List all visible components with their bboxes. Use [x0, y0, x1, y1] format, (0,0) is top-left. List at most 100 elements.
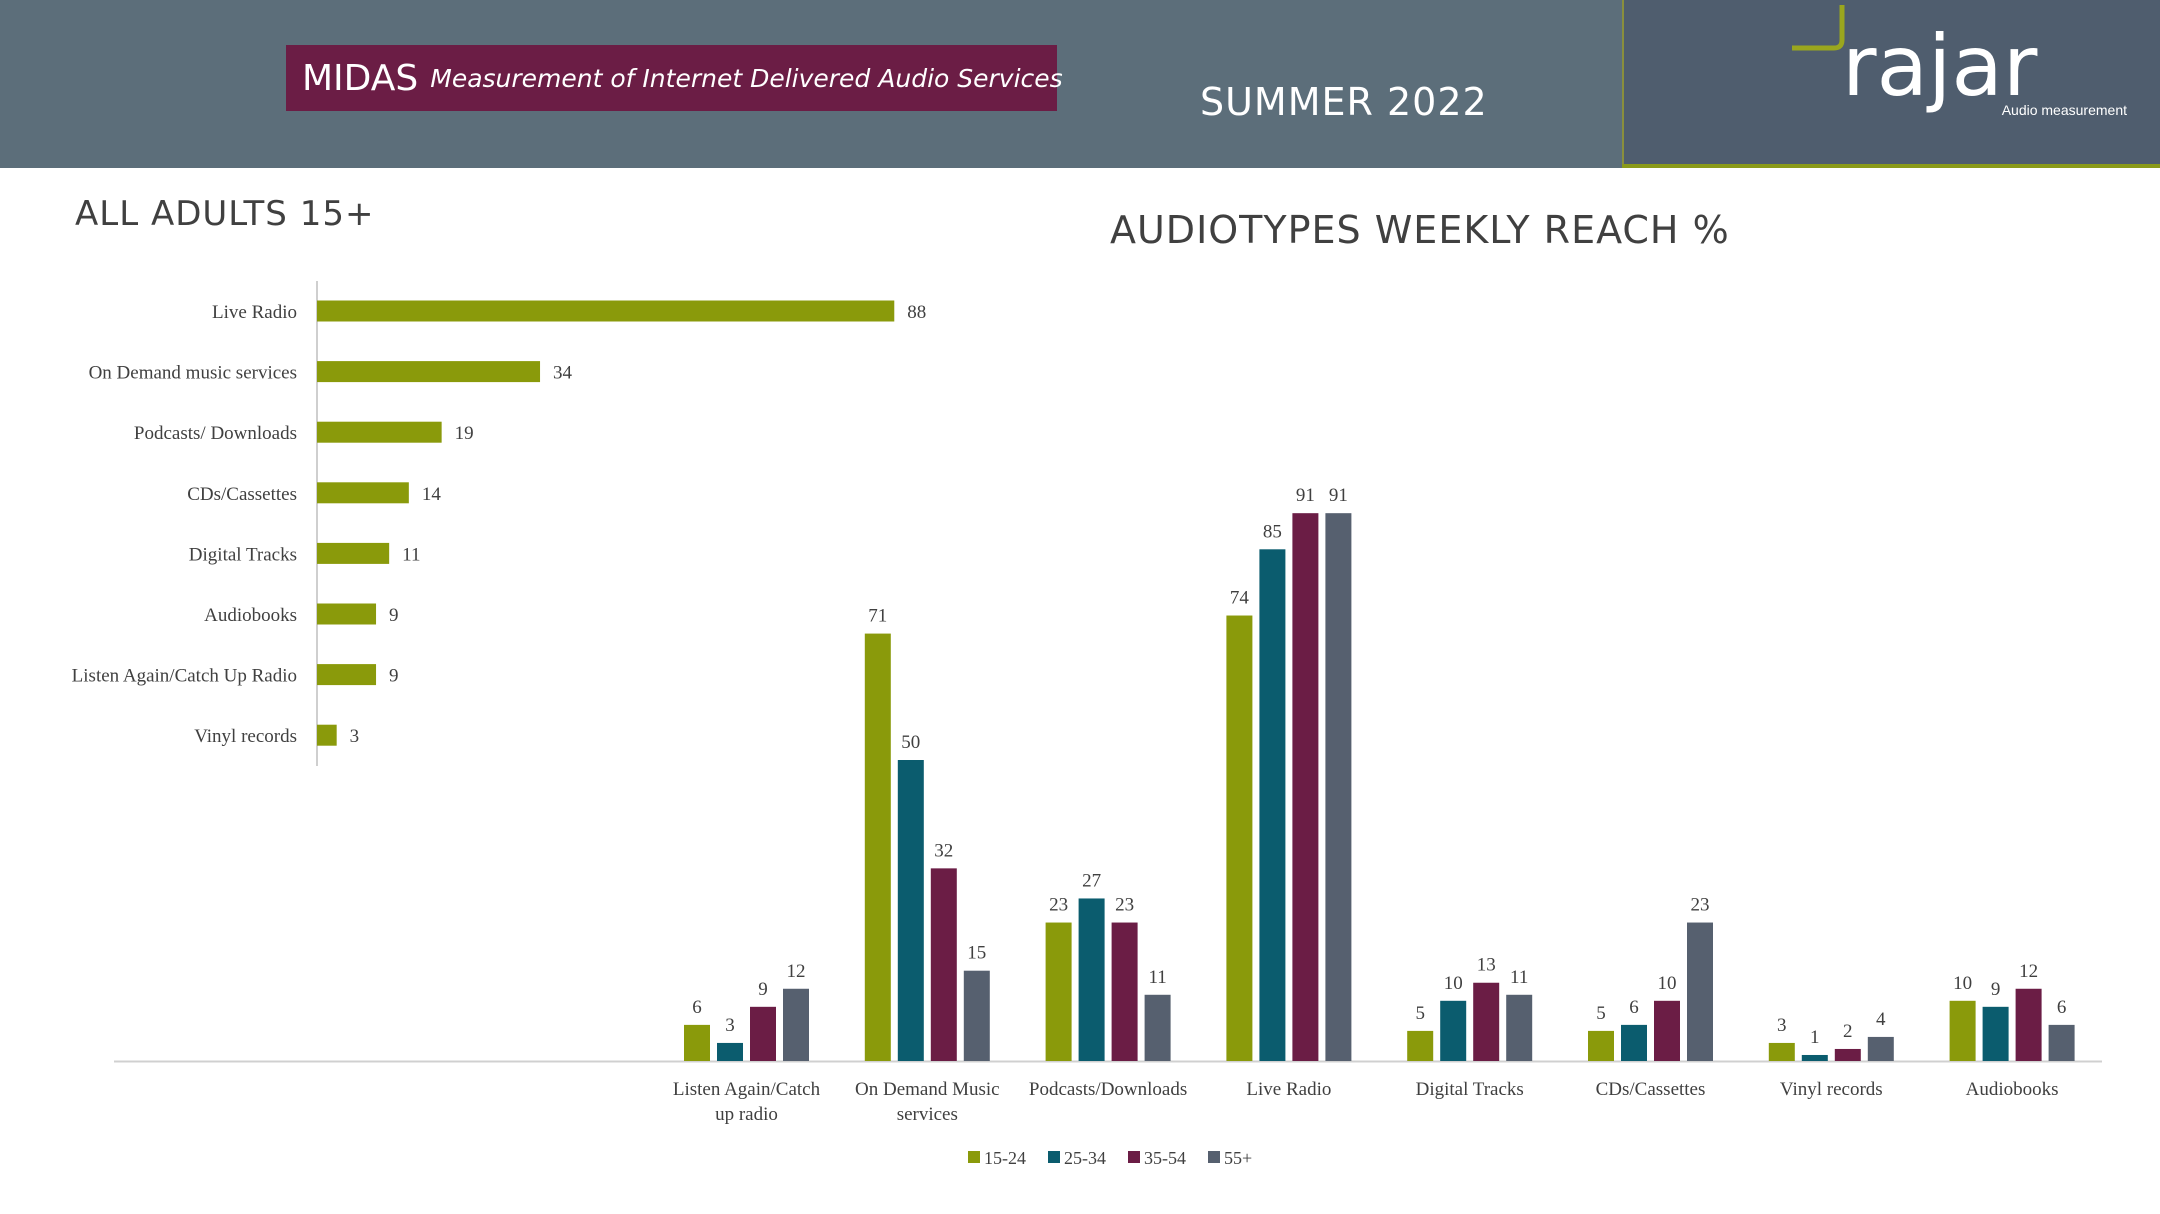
h-category-label: Audiobooks [204, 605, 297, 626]
v-category-label: Podcasts/Downloads [1029, 1079, 1187, 1100]
h-category-label: Vinyl records [194, 726, 297, 747]
v-bar [1982, 1006, 2009, 1061]
h-bar [317, 542, 390, 564]
v-bar [1834, 1048, 1861, 1061]
logo-wordmark: rajar [1842, 17, 2038, 115]
midas-word: MIDAS [302, 57, 419, 99]
v-bar [1440, 1000, 1467, 1061]
v-bar [864, 633, 891, 1061]
v-category-label: Live Radio [1246, 1079, 1331, 1100]
legend-swatch [1128, 1151, 1140, 1163]
h-bar-value-label: 19 [455, 423, 474, 444]
v-bar [1292, 513, 1319, 1061]
v-bar [1506, 994, 1533, 1061]
h-bar-value-label: 3 [350, 726, 360, 747]
h-category-label: Listen Again/Catch Up Radio [72, 666, 297, 687]
h-bar-value-label: 11 [402, 544, 420, 565]
v-bar-value-label: 2 [1843, 1021, 1853, 1042]
v-bar-value-label: 6 [2057, 997, 2067, 1018]
v-bar [1259, 549, 1286, 1061]
v-bar-value-label: 50 [901, 732, 920, 753]
v-bar [1654, 1000, 1680, 1061]
v-bar-value-label: 12 [787, 961, 806, 982]
v-bar-value-label: 10 [1444, 973, 1463, 994]
midas-banner: MIDAS Measurement of Internet Delivered … [286, 45, 1063, 111]
h-bar [317, 421, 442, 443]
v-bar-value-label: 6 [692, 997, 702, 1018]
h-category-label: Podcasts/ Downloads [134, 423, 297, 444]
left-chart-title: ALL ADULTS 15+ [75, 194, 375, 234]
h-bar-value-label: 34 [553, 363, 573, 384]
v-bar [1144, 994, 1171, 1061]
v-bar [1588, 1030, 1614, 1061]
v-bar-value-label: 71 [868, 606, 887, 627]
h-bar [317, 300, 895, 322]
v-bar-value-label: 9 [1991, 979, 2001, 1000]
v-bar [1621, 1024, 1647, 1061]
legend-label: 25-34 [1064, 1148, 1106, 1168]
v-bar [783, 988, 809, 1061]
v-bar [750, 1006, 776, 1061]
v-category-label: Digital Tracks [1416, 1079, 1524, 1100]
v-bar [1473, 982, 1500, 1061]
v-bar [684, 1024, 710, 1061]
v-bar-value-label: 32 [934, 840, 953, 861]
v-bar-value-label: 15 [967, 943, 986, 964]
v-category-label: Audiobooks [1966, 1079, 2059, 1100]
v-bar [930, 868, 957, 1061]
v-bar [897, 760, 924, 1061]
season-label: SUMMER 2022 [1200, 80, 1488, 124]
v-bar [717, 1042, 743, 1061]
v-bar [2015, 988, 2042, 1061]
v-category-label: services [897, 1104, 958, 1125]
v-bar-value-label: 3 [725, 1015, 735, 1036]
v-bar-value-label: 91 [1329, 485, 1348, 506]
logo-tagline: Audio measurement [2002, 102, 2127, 118]
v-bar [1226, 615, 1253, 1061]
v-category-label: up radio [715, 1104, 778, 1125]
v-bar [1801, 1054, 1828, 1061]
v-bar-value-label: 1 [1810, 1027, 1820, 1048]
v-bar-value-label: 5 [1596, 1003, 1606, 1024]
v-bar-value-label: 4 [1876, 1009, 1886, 1030]
midas-subtitle: Measurement of Internet Delivered Audio … [430, 63, 1063, 93]
logo-underline [1622, 164, 2160, 168]
h-bar [317, 724, 337, 746]
v-bar-value-label: 23 [1049, 895, 1068, 916]
v-bar-value-label: 11 [1148, 967, 1166, 988]
logo-hook-mark [1792, 5, 1845, 51]
h-bar-value-label: 9 [389, 666, 399, 687]
v-bar [1407, 1030, 1434, 1061]
legend-swatch [1208, 1151, 1220, 1163]
h-bar [317, 482, 409, 504]
h-bar-value-label: 14 [422, 484, 442, 505]
v-bar-value-label: 5 [1415, 1003, 1425, 1024]
v-category-label: CDs/Cassettes [1596, 1079, 1706, 1100]
v-bar [1111, 922, 1138, 1061]
v-bar-value-label: 23 [1691, 895, 1710, 916]
h-bar [317, 603, 377, 625]
v-bar-value-label: 74 [1230, 588, 1250, 609]
v-bar [1949, 1000, 1976, 1061]
v-bar-value-label: 11 [1510, 967, 1528, 988]
v-category-label: Listen Again/Catch [673, 1079, 821, 1100]
v-bar [963, 970, 990, 1061]
right-chart-title: AUDIOTYPES WEEKLY REACH % [1110, 208, 1730, 252]
legend-label: 55+ [1224, 1148, 1252, 1168]
v-bar [1768, 1042, 1795, 1061]
legend-swatch [1048, 1151, 1060, 1163]
v-bar-value-label: 6 [1629, 997, 1639, 1018]
v-bar-value-label: 10 [1953, 973, 1972, 994]
h-category-label: Digital Tracks [189, 544, 297, 565]
v-bar [1325, 513, 1352, 1061]
v-bar [2048, 1024, 2075, 1061]
v-bar [1045, 922, 1072, 1061]
v-bar-value-label: 85 [1263, 521, 1282, 542]
rajar-logo: rajar Audio measurement [1792, 5, 2127, 118]
v-bar-value-label: 3 [1777, 1015, 1787, 1036]
legend-swatch [968, 1151, 980, 1163]
v-bar [1687, 922, 1713, 1061]
h-category-label: Live Radio [212, 302, 297, 323]
logo-panel [1622, 0, 2160, 168]
